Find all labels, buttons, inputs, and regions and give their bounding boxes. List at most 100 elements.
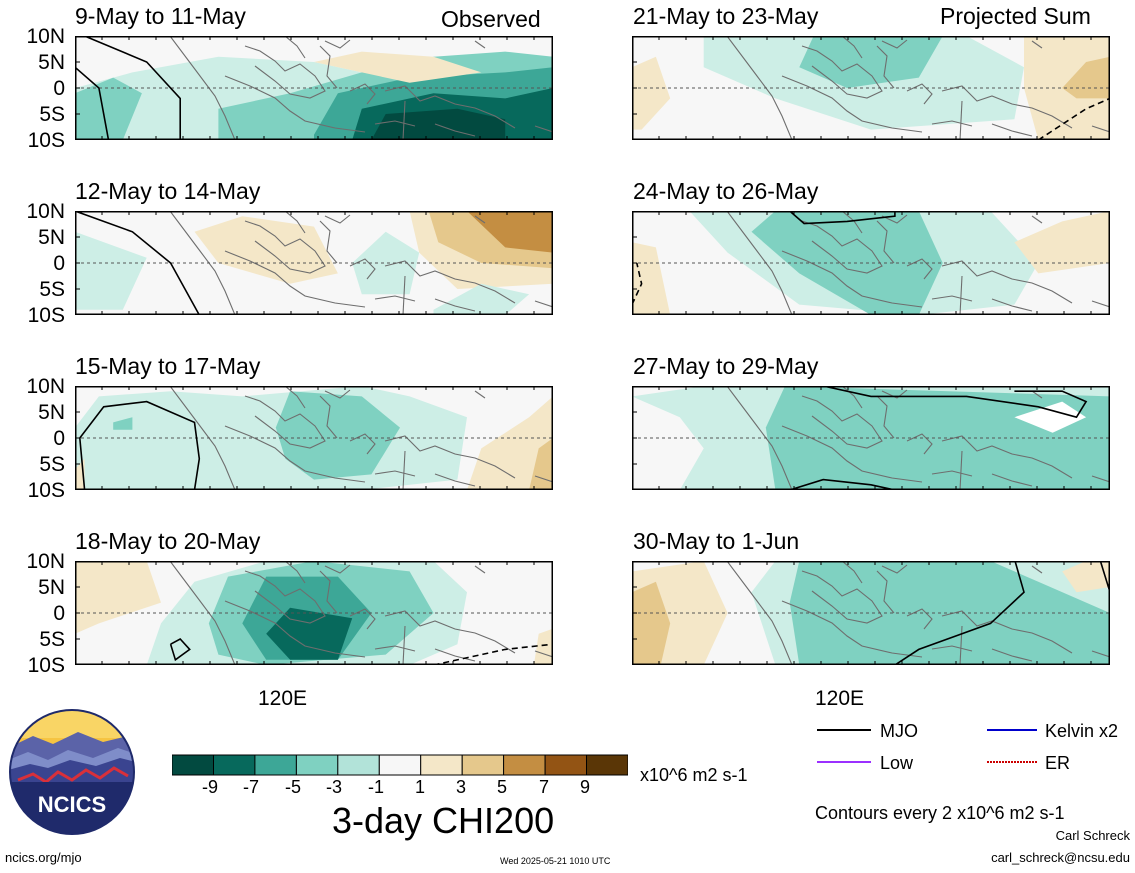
ncics-logo: NCICS	[9, 709, 135, 835]
legend-swatch-low	[817, 761, 871, 763]
panel-title: 9-May to 11-May	[75, 3, 246, 29]
panel-title: 15-May to 17-May	[75, 353, 261, 379]
panel-frame	[632, 36, 1110, 140]
map-panel	[75, 211, 553, 315]
lon-label-left: 120E	[258, 687, 308, 710]
chi200-anomaly-region	[467, 396, 553, 490]
colorbar-swatch	[213, 754, 256, 776]
chi200-anomaly-region	[467, 211, 553, 253]
panel-title: 27-May to 29-May	[633, 353, 819, 379]
legend-label-er: ER	[1045, 753, 1071, 773]
colorbar-tick: 3	[456, 777, 467, 797]
lon-label-right: 120E	[815, 687, 865, 710]
panel-frame	[632, 386, 1110, 490]
mjo-contour	[1099, 561, 1110, 593]
chi200-anomaly-region	[799, 36, 943, 88]
legend-swatch-er	[987, 761, 1037, 763]
lat-label-10n: 10N	[26, 375, 65, 398]
chi200-anomaly-region	[352, 231, 420, 295]
chi200-anomaly-region	[371, 108, 506, 140]
panel-title: 24-May to 26-May	[633, 178, 819, 204]
colorbar-swatch	[544, 754, 588, 776]
chi200-anomaly-region	[275, 391, 400, 480]
contour-note: Contours every 2 x10^6 m2 s-1	[815, 803, 1065, 823]
colorbar-swatch	[254, 754, 297, 776]
legend-swatch-mjo	[817, 729, 871, 731]
panel-title: 12-May to 14-May	[75, 178, 261, 204]
chi200-anomaly-region	[1062, 56, 1110, 99]
lat-label-10n: 10N	[26, 550, 65, 573]
footer-author: Carl Schreck	[1055, 828, 1130, 843]
coastline	[169, 561, 553, 665]
legend-swatch-kelvin	[987, 729, 1037, 731]
colorbar-swatch	[420, 754, 463, 776]
lat-label-10s: 10S	[27, 479, 65, 502]
panel-frame	[75, 211, 553, 315]
colorbar-swatch	[295, 754, 339, 776]
panel-frame	[632, 211, 1110, 315]
chi200-anomaly-region	[75, 77, 142, 140]
lat-label-5n: 5N	[38, 226, 65, 249]
mjo-contour	[823, 386, 1088, 419]
mjo-contour	[169, 637, 191, 662]
logo-text: NCICS	[38, 792, 106, 817]
mjo-contour	[871, 561, 1025, 665]
lat-label-5n: 5N	[38, 576, 65, 599]
mjo-contour	[789, 211, 896, 225]
chi200-anomaly-region	[751, 211, 943, 315]
colorbar-tick: -9	[202, 777, 219, 797]
lat-label-0: 0	[53, 77, 65, 100]
lat-label-10n: 10N	[26, 25, 65, 48]
footer-email: carl_schreck@ncsu.edu	[991, 850, 1130, 865]
coastline	[169, 36, 553, 140]
lat-label-0: 0	[53, 427, 65, 450]
map-panel	[632, 386, 1110, 490]
mjo-contour	[632, 262, 643, 305]
observed-heading: Observed	[441, 6, 541, 32]
chi200-anomaly-region	[1014, 401, 1087, 433]
colorbar-units: x10^6 m2 s-1	[640, 765, 748, 785]
colorbar	[172, 754, 628, 776]
lat-label-5s: 5S	[39, 453, 65, 476]
colorbar-tick: -1	[368, 777, 385, 797]
chi200-anomaly-region	[75, 561, 161, 634]
chi200-anomaly-region	[1014, 211, 1110, 274]
legend-label-mjo: MJO	[880, 721, 918, 741]
colorbar-tick: 7	[539, 777, 550, 797]
colorbar-swatch	[503, 754, 546, 776]
mjo-contour	[84, 36, 181, 140]
colorbar-swatch	[172, 754, 214, 776]
colorbar-title: 3-day CHI200	[332, 800, 555, 841]
lat-label-0: 0	[53, 602, 65, 625]
chi200-anomaly-region	[632, 581, 671, 665]
colorbar-tick: -5	[285, 777, 302, 797]
lat-label-10s: 10S	[27, 654, 65, 677]
panel-frame	[632, 561, 1110, 665]
chi200-anomaly-region	[529, 438, 553, 490]
colorbar-tick: -3	[326, 777, 343, 797]
map-panel	[75, 561, 553, 665]
mjo-contour	[75, 211, 201, 315]
panel-title: 30-May to 1-Jun	[633, 528, 800, 554]
chi200-anomaly-region	[1062, 561, 1110, 593]
panel-title: 18-May to 20-May	[75, 528, 261, 554]
map-panel	[75, 386, 553, 490]
chi200-anomaly-region	[266, 607, 353, 660]
chi200-anomaly-region	[789, 561, 1110, 665]
colorbar-swatch	[378, 754, 422, 776]
lat-label-5n: 5N	[38, 51, 65, 74]
panel-title: 21-May to 23-May	[633, 3, 819, 29]
colorbar-tick: 5	[497, 777, 508, 797]
footer-timestamp: Wed 2025-05-21 1010 UTC	[500, 856, 611, 866]
chi200-anomaly-region	[314, 51, 482, 83]
chi200-anomaly-region	[632, 242, 671, 315]
lat-label-5s: 5S	[39, 103, 65, 126]
colorbar-swatch	[461, 754, 505, 776]
coastline	[726, 561, 1110, 665]
lat-label-10s: 10S	[27, 304, 65, 327]
lat-label-10n: 10N	[26, 200, 65, 223]
coastline	[726, 211, 1110, 315]
lat-label-5s: 5S	[39, 628, 65, 651]
lat-label-5s: 5S	[39, 278, 65, 301]
lat-label-5n: 5N	[38, 401, 65, 424]
